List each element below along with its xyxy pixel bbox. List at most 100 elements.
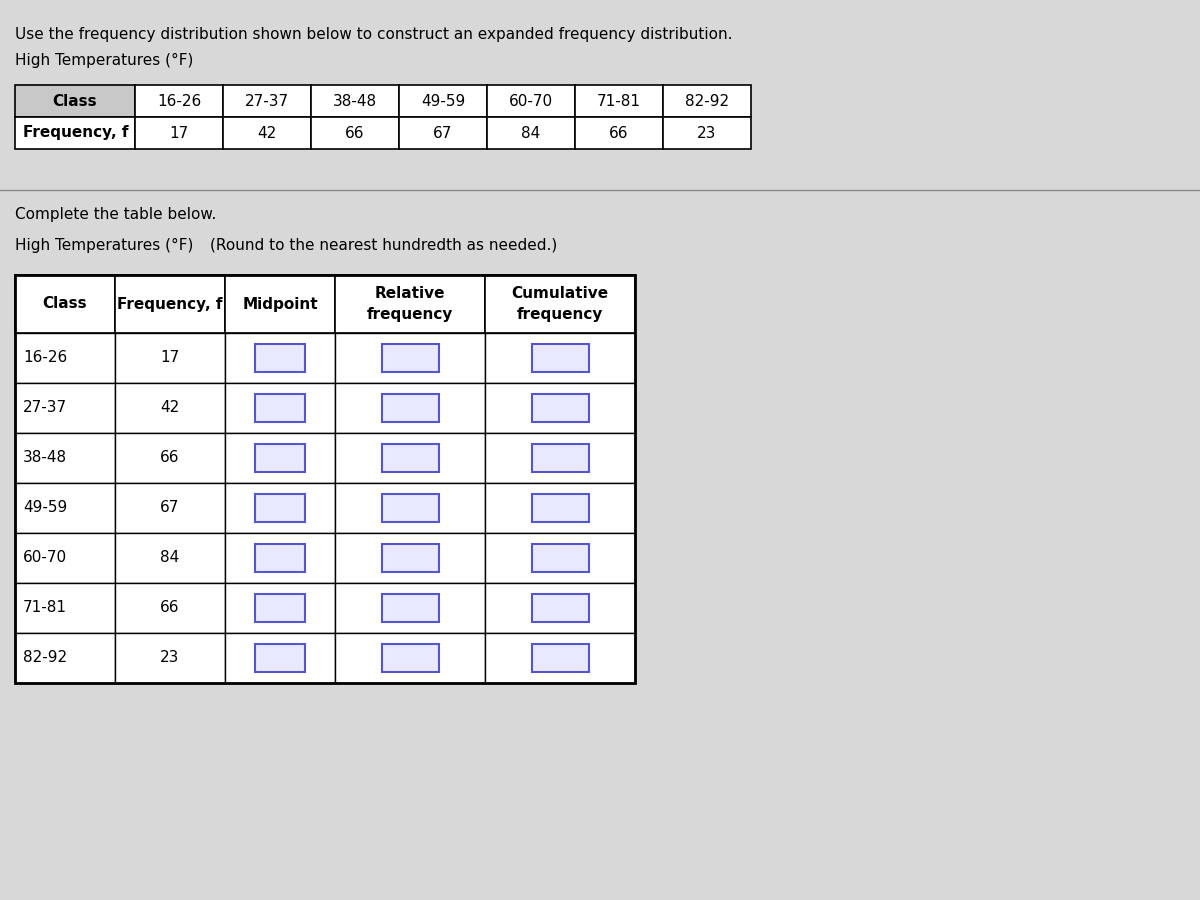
Bar [226,483,335,533]
Text: 66: 66 [346,125,365,140]
Bar [382,394,438,422]
Bar [115,483,226,533]
Bar [335,533,485,583]
Bar [382,644,438,671]
Bar [14,275,635,683]
Bar [662,117,751,149]
Bar [115,275,226,333]
Bar [335,383,485,433]
Bar [485,433,635,483]
Text: 66: 66 [161,600,180,616]
Text: Frequency, f: Frequency, f [23,125,128,140]
Bar [398,85,487,117]
Bar [226,383,335,433]
Bar [256,445,305,472]
Bar [485,275,635,333]
Bar [662,85,751,117]
Bar [14,533,115,583]
Text: 17: 17 [169,125,188,140]
Text: 27-37: 27-37 [23,400,67,416]
Bar [14,117,134,149]
Text: 82-92: 82-92 [685,94,730,109]
Bar [532,494,588,522]
Text: frequency: frequency [367,307,454,322]
Bar [398,117,487,149]
Bar [382,344,438,372]
Bar [226,275,335,333]
Bar [14,275,115,333]
Bar [226,633,335,683]
Bar [532,644,588,671]
Bar [134,117,223,149]
Text: 71-81: 71-81 [23,600,67,616]
Text: 42: 42 [161,400,180,416]
Bar [485,583,635,633]
Bar [335,275,485,333]
Text: 49-59: 49-59 [23,500,67,516]
Bar [223,85,311,117]
Text: 67: 67 [161,500,180,516]
Text: 49-59: 49-59 [421,94,466,109]
Bar [115,383,226,433]
Text: 16-26: 16-26 [157,94,202,109]
Text: 84: 84 [161,551,180,565]
Text: Cumulative: Cumulative [511,286,608,302]
Text: Use the frequency distribution shown below to construct an expanded frequency di: Use the frequency distribution shown bel… [14,28,732,42]
Bar [226,583,335,633]
Text: Class: Class [53,94,97,109]
Bar [14,383,115,433]
Bar [532,594,588,622]
Bar [115,333,226,383]
Text: 16-26: 16-26 [23,350,67,365]
Text: 27-37: 27-37 [245,94,289,109]
Bar [256,594,305,622]
Text: 23: 23 [697,125,716,140]
Text: 67: 67 [433,125,452,140]
Bar [256,344,305,372]
Text: 66: 66 [610,125,629,140]
Bar [382,445,438,472]
Text: 66: 66 [161,451,180,465]
Bar [134,85,223,117]
Text: Relative: Relative [374,286,445,302]
Bar [485,483,635,533]
Text: 71-81: 71-81 [598,94,641,109]
Bar [532,344,588,372]
Bar [382,544,438,572]
Bar [335,583,485,633]
Bar [335,483,485,533]
Bar [226,433,335,483]
Bar [223,117,311,149]
Text: frequency: frequency [517,307,604,322]
Text: 23: 23 [161,651,180,665]
Text: Frequency, f: Frequency, f [118,296,223,311]
Bar [575,85,662,117]
Bar [14,333,115,383]
Bar [487,117,575,149]
Bar [14,633,115,683]
Bar [256,394,305,422]
Bar [14,583,115,633]
Text: (Round to the nearest hundredth as needed.): (Round to the nearest hundredth as neede… [210,238,557,253]
Bar [485,633,635,683]
Text: 60-70: 60-70 [509,94,553,109]
Bar [14,433,115,483]
Bar [487,85,575,117]
Bar [311,85,398,117]
Bar [115,633,226,683]
Text: High Temperatures (°F): High Temperatures (°F) [14,238,193,253]
Text: 82-92: 82-92 [23,651,67,665]
Text: 42: 42 [257,125,277,140]
Text: 17: 17 [161,350,180,365]
Bar [485,383,635,433]
Bar [14,85,134,117]
Bar [226,533,335,583]
Text: 38-48: 38-48 [23,451,67,465]
Bar [256,644,305,671]
Bar [115,583,226,633]
Bar [382,494,438,522]
Bar [532,445,588,472]
Bar [575,117,662,149]
Bar [226,333,335,383]
Bar [256,544,305,572]
